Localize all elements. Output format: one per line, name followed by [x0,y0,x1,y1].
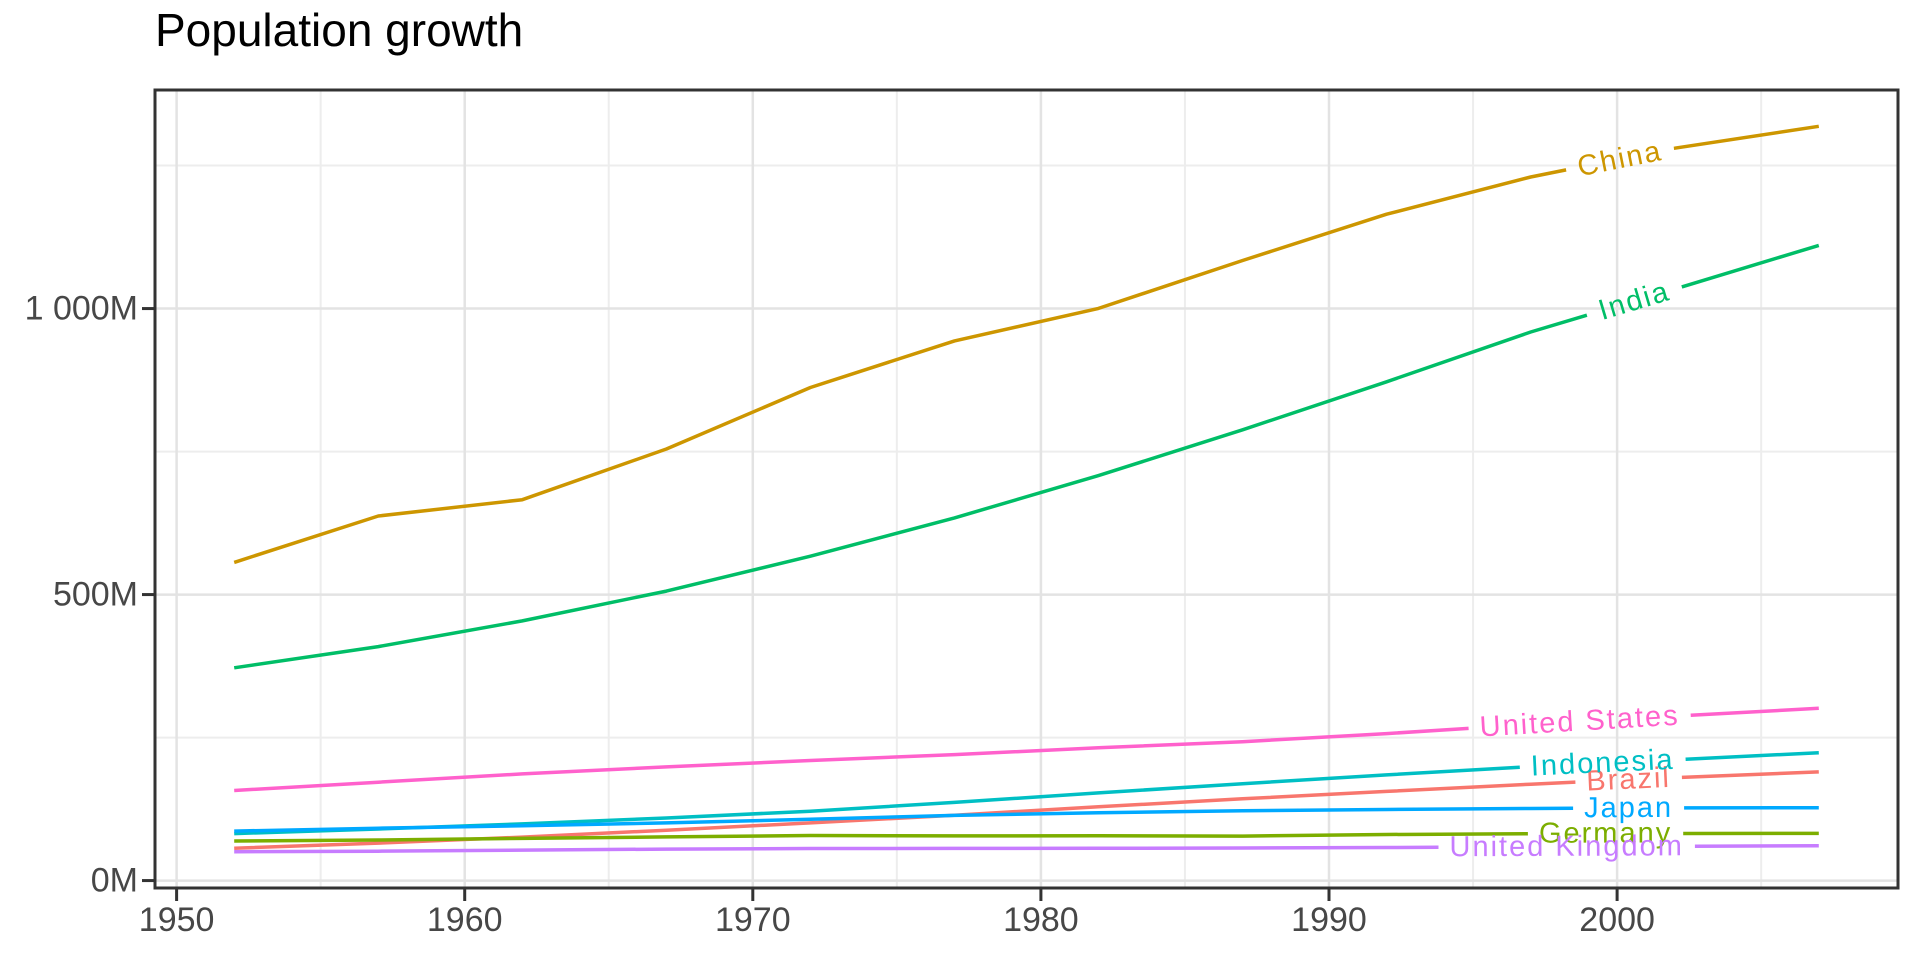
y-tick-label: 1 000M [25,290,138,328]
series-label-united-kingdom: United Kingdom [1449,830,1683,863]
x-tick-label: 1970 [715,901,791,939]
series-line-india-before-label [233,313,1588,670]
series-line-china-after-label [1672,124,1820,151]
y-tick-label: 0M [91,862,138,900]
chart-title: Population growth [155,4,524,56]
series-label-china: China [1575,135,1665,183]
series-line-united-states-before-label [234,726,1469,793]
series-line-indonesia-after-label [1685,750,1819,762]
series-line-brazil-after-label [1681,770,1819,780]
x-tick-label: 1960 [427,901,503,939]
series-label-germany: Germany [1539,817,1672,849]
panel-border [153,88,1900,890]
series-label-japan: Japan [1584,792,1673,824]
series-line-china-before-label [233,168,1567,565]
series-line-japan-before-label [234,806,1574,833]
x-tick-label: 2000 [1579,901,1655,939]
y-tick-label: 500M [53,576,138,614]
series-line-indonesia-before-label [234,765,1520,836]
series-line-united-states-after-label [1690,706,1819,717]
series-line-united-kingdom-before-label [234,845,1439,854]
series-label-india: India [1595,275,1674,327]
x-tick-label: 1950 [139,901,215,939]
series-line-germany-before-label [234,831,1528,843]
series-line-india-after-label [1681,243,1820,289]
x-tick-label: 1980 [1003,901,1079,939]
x-tick-label: 1990 [1291,901,1367,939]
series-label-indonesia: Indonesia [1530,744,1675,783]
series-label-brazil: Brazil [1586,762,1672,798]
